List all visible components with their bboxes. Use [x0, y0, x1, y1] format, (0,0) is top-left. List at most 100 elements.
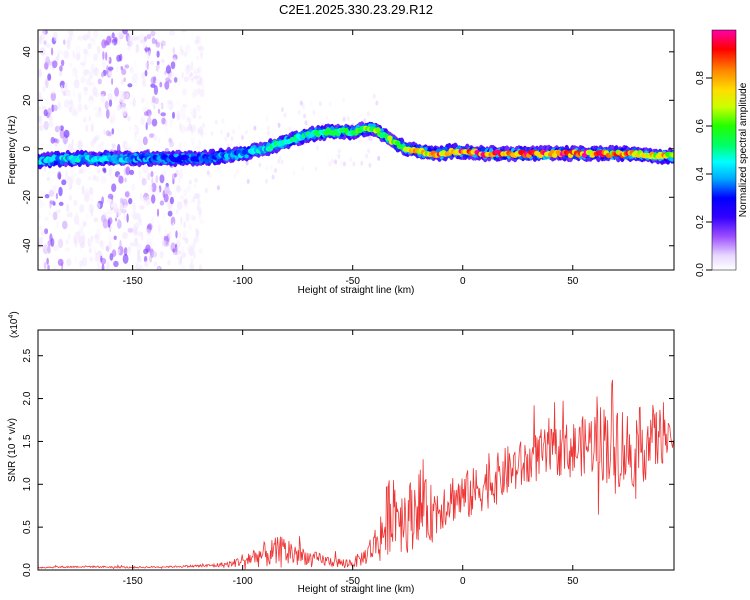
spectrogram-noise-blob — [316, 145, 320, 151]
spectrogram-noise-blob — [118, 175, 124, 184]
spectrogram-panel: -150 -100 -50 0 50 -40 -20 0 20 40 Height of str… — [7, 29, 675, 296]
spectrogram-noise-blob — [190, 80, 195, 86]
spectrogram-noise-blob — [83, 48, 88, 55]
spectrogram-noise-blob — [132, 97, 136, 108]
spectrogram-noise-blob — [66, 202, 69, 211]
spectrogram-noise-blob — [75, 44, 82, 55]
spectrogram-noise-blob — [183, 76, 189, 83]
snr-plot-area — [38, 330, 674, 570]
spectrogram-noise-blob — [91, 64, 96, 71]
spectrogram-noise-blob — [192, 240, 196, 249]
spectrogram-noise-blob — [180, 171, 184, 177]
spectrogram-noise-blob — [69, 62, 73, 68]
spectrogram-noise-blob — [39, 190, 45, 196]
spectrogram-noise-blob — [193, 251, 197, 260]
spectrogram-noise-blob — [43, 109, 48, 117]
spectrogram-noise-blob — [246, 179, 250, 184]
spectrogram-noise-blob — [193, 75, 199, 80]
spectrogram-noise-blob — [113, 36, 118, 43]
spectrogram-noise-blob — [159, 81, 163, 88]
spectrogram-noise-blob — [278, 156, 282, 161]
snr-y-multiplier: (x104) — [8, 311, 20, 338]
spectrogram-noise-blob — [189, 199, 193, 204]
snr-y-ticks: 0.0 0.5 1.0 1.5 2.0 2.5 — [22, 348, 674, 577]
spectrogram-noise-blob — [107, 217, 113, 225]
spectrogram-noise-blob — [104, 100, 109, 110]
snr-y-tick-label: 0.5 — [22, 520, 33, 534]
spectrogram-noise-blob — [63, 99, 70, 108]
spectrogram-noise-blob — [52, 185, 57, 193]
spectrogram-noise-blob — [79, 218, 84, 228]
spectrogram-noise-blob — [158, 104, 163, 109]
spectrogram-noise-blob — [89, 186, 94, 196]
spectrogram-noise-blob — [155, 78, 161, 84]
spectrogram-noise-blob — [212, 165, 216, 171]
spectrogram-noise-blob — [137, 261, 140, 269]
spectrogram-noise-blob — [195, 133, 200, 138]
spectrogram-x-tick-label: -100 — [233, 276, 253, 287]
spectrogram-noise-blob — [92, 37, 96, 46]
spectrogram-noise-blob — [151, 37, 156, 45]
spectrogram-noise-blob — [190, 60, 194, 71]
spectrogram-noise-blob — [92, 174, 97, 181]
spectrogram-noise-blob — [156, 50, 160, 58]
spectrogram-noise-blob — [165, 132, 169, 139]
spectrogram-noise-blob — [178, 232, 182, 240]
spectrogram-noise-blob — [127, 115, 131, 122]
spectrogram-noise-blob — [124, 191, 130, 198]
spectrogram-noise-blob — [47, 264, 50, 270]
spectrogram-noise-blob — [52, 265, 57, 270]
spectrogram-noise-blob — [156, 208, 160, 217]
spectrogram-noise-blob — [221, 118, 225, 124]
spectrogram-noise-blob — [116, 66, 119, 73]
spectrogram-noise-blob — [363, 118, 367, 124]
spectrogram-noise-blob — [304, 120, 308, 126]
snr-panel: -150 -100 -50 0 50 0.0 0.5 1.0 1.5 2.0 2.5 Height… — [7, 311, 675, 595]
spectrogram-noise-blob — [312, 109, 316, 115]
spectrogram-noise-blob — [124, 64, 130, 69]
spectrogram-noise-blob — [50, 88, 56, 94]
spectrogram-noise-blob — [45, 43, 51, 48]
spectrogram-noise-blob — [175, 89, 179, 97]
spectrogram-noise-blob — [106, 109, 110, 119]
spectrogram-noise-blob — [68, 233, 71, 240]
spectrogram-noise-blob — [66, 212, 70, 218]
spectrogram-noise-blob — [167, 100, 173, 105]
spectrogram-noise-blob — [131, 183, 136, 191]
spectrogram-noise-blob — [108, 240, 112, 251]
colorbar-tick-label: 0.6 — [695, 119, 706, 133]
spectrogram-noise-blob — [288, 126, 292, 132]
spectrogram-noise-blob — [101, 71, 105, 78]
spectrogram-noise-blob — [167, 64, 171, 71]
spectrogram-noise-blob — [181, 30, 187, 33]
spectrogram-noise-blob — [38, 236, 44, 246]
spectrogram-noise-blob — [96, 256, 101, 265]
spectrogram-y-tick-label: 40 — [22, 46, 33, 58]
spectrogram-noise-blob — [144, 69, 148, 77]
spectrogram-noise-blob — [145, 122, 148, 131]
spectrogram-noise-blob — [101, 59, 106, 69]
spectrogram-noise-blob — [89, 37, 93, 42]
spectrogram-noise-blob — [120, 79, 124, 85]
spectrogram-noise-blob — [184, 204, 188, 210]
spectrogram-noise-blob — [101, 39, 107, 49]
spectrogram-noise-blob — [71, 138, 74, 147]
spectrogram-noise-blob — [52, 211, 58, 221]
spectrogram-noise-blob — [146, 49, 151, 60]
spectrogram-noise-blob — [38, 225, 43, 231]
spectrogram-noise-blob — [136, 255, 142, 263]
spectrogram-noise-blob — [172, 47, 175, 55]
spectrogram-noise-blob — [194, 146, 200, 152]
spectrogram-noise-blob — [183, 98, 187, 104]
spectrogram-noise-blob — [192, 196, 195, 203]
spectrogram-noise-blob — [55, 192, 59, 200]
spectrogram-noise-blob — [140, 49, 143, 56]
spectrogram-noise-blob — [70, 90, 74, 100]
spectrogram-noise-blob — [38, 142, 41, 148]
spectrogram-x-tick-label: 50 — [567, 276, 579, 287]
spectrogram-noise-blob — [57, 238, 64, 249]
spectrogram-noise-blob — [50, 91, 56, 102]
spectrogram-noise-blob — [48, 209, 51, 216]
spectrogram-noise-blob — [129, 66, 134, 74]
spectrogram-noise-blob — [57, 101, 62, 111]
